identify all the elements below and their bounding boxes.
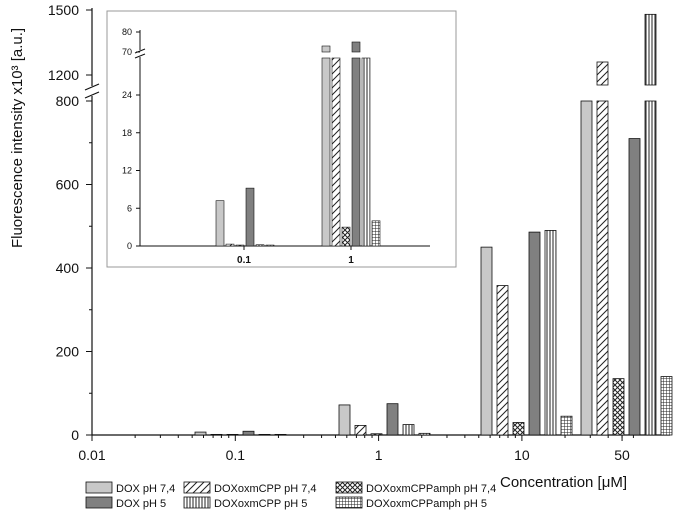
- inset-y-tick-label: 80: [122, 27, 132, 37]
- legend-swatch: [183, 481, 211, 494]
- inset-bar-series: [215, 41, 381, 247]
- bar: [560, 415, 573, 436]
- inset-bar: [371, 220, 381, 247]
- legend-label: DOXoxmCPP pH 5: [214, 498, 307, 510]
- bar: [258, 433, 271, 436]
- legend-swatch: [183, 496, 211, 509]
- legend-swatch: [335, 481, 363, 494]
- legend-label: DOXoxmCPPamph pH 7,4: [366, 483, 496, 495]
- legend-swatch: [335, 496, 363, 509]
- bar: [580, 100, 593, 436]
- inset-y-tick-label: 0: [127, 241, 132, 251]
- y-axis-break: [84, 83, 100, 99]
- y-tick-label: 1500: [48, 2, 79, 18]
- inset-bar: [361, 57, 371, 247]
- bar: [210, 433, 223, 436]
- bar: [338, 404, 351, 436]
- bar-upper: [644, 13, 657, 86]
- inset-bar: [235, 244, 245, 247]
- legend-label: DOXoxmCPPamph pH 5: [366, 498, 487, 510]
- inset-y-tick-label: 6: [127, 203, 132, 213]
- legend-swatch: [85, 481, 113, 494]
- bar: [354, 424, 367, 436]
- inset-frame: [106, 10, 457, 268]
- y-axis-ticks: 0 200 400 600 800 1200 1500: [48, 2, 92, 443]
- bar: [660, 376, 673, 436]
- inset-bar: [245, 187, 255, 247]
- inset-bar: [321, 57, 331, 247]
- bar: [370, 433, 383, 436]
- bar: [274, 433, 287, 436]
- bar: [612, 378, 625, 436]
- x-tick-label: 10: [514, 447, 530, 463]
- x-tick-label: 0.01: [78, 447, 105, 463]
- inset-y-axis-break: [134, 48, 146, 59]
- x-axis-ticks: 0.01 0.1 1 10 50: [78, 435, 634, 463]
- y-axis-title: Fluorescence intensity x10³ [a.u.]: [9, 28, 26, 248]
- inset-bar: [331, 57, 341, 247]
- bar: [386, 403, 399, 436]
- x-tick-label: 50: [614, 447, 630, 463]
- x-tick-label: 1: [375, 447, 383, 463]
- inset-bar: [341, 226, 351, 247]
- inset-bar-upper: [321, 45, 331, 53]
- y-tick-label: 200: [56, 344, 80, 360]
- y-tick-label: 800: [56, 93, 80, 109]
- y-tick-label: 600: [56, 177, 80, 193]
- legend-label: DOX pH 5: [116, 498, 166, 510]
- inset-bar: [225, 243, 235, 247]
- bar: [596, 100, 609, 436]
- inset-bar: [215, 200, 225, 247]
- bar: [402, 424, 415, 436]
- inset-axis-ticks: 0 6 12 18 24 70 80 0.1 1: [122, 27, 354, 266]
- inset-y-tick-label: 24: [122, 90, 132, 100]
- inset-y-tick-label: 70: [122, 47, 132, 57]
- inset-x-tick-label: 0.1: [237, 255, 251, 266]
- bar: [226, 433, 239, 436]
- x-tick-label: 0.1: [226, 447, 246, 463]
- y-tick-label: 1200: [48, 67, 79, 83]
- inset-bar: [255, 244, 265, 247]
- legend-swatch: [85, 496, 113, 509]
- bar: [528, 231, 541, 436]
- inset-chart: 0 6 12 18 24 70 80 0.1 1: [106, 10, 457, 268]
- inset-bar: [265, 244, 275, 247]
- y-tick-label: 400: [56, 260, 80, 276]
- inset-x-tick-label: 1: [348, 255, 354, 266]
- legend: DOX pH 7,4 DOX pH 5 DOXoxmCPP pH 7,4 DOXoxm…: [85, 481, 496, 510]
- bar: [418, 432, 431, 436]
- inset-bar: [351, 57, 361, 247]
- bar: [628, 138, 641, 436]
- inset-bar-upper: [351, 41, 361, 53]
- bar: [480, 246, 493, 436]
- bar: [496, 285, 509, 436]
- bar: [644, 100, 657, 436]
- bar-upper: [596, 61, 609, 86]
- bar: [544, 230, 557, 436]
- bar-series: [194, 13, 673, 436]
- inset-y-tick-label: 18: [122, 128, 132, 138]
- legend-label: DOXoxmCPP pH 7,4: [214, 483, 317, 495]
- bar: [512, 422, 525, 436]
- inset-y-tick-label: 12: [122, 166, 132, 176]
- bar: [194, 431, 207, 436]
- x-axis-title: Concentration [μM]: [500, 474, 627, 491]
- legend-label: DOX pH 7,4: [116, 483, 175, 495]
- y-tick-label: 0: [71, 427, 79, 443]
- bar: [242, 430, 255, 436]
